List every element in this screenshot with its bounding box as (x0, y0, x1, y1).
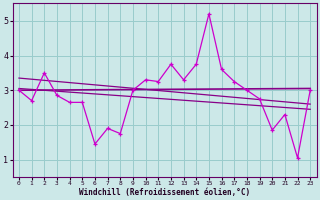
X-axis label: Windchill (Refroidissement éolien,°C): Windchill (Refroidissement éolien,°C) (79, 188, 250, 197)
